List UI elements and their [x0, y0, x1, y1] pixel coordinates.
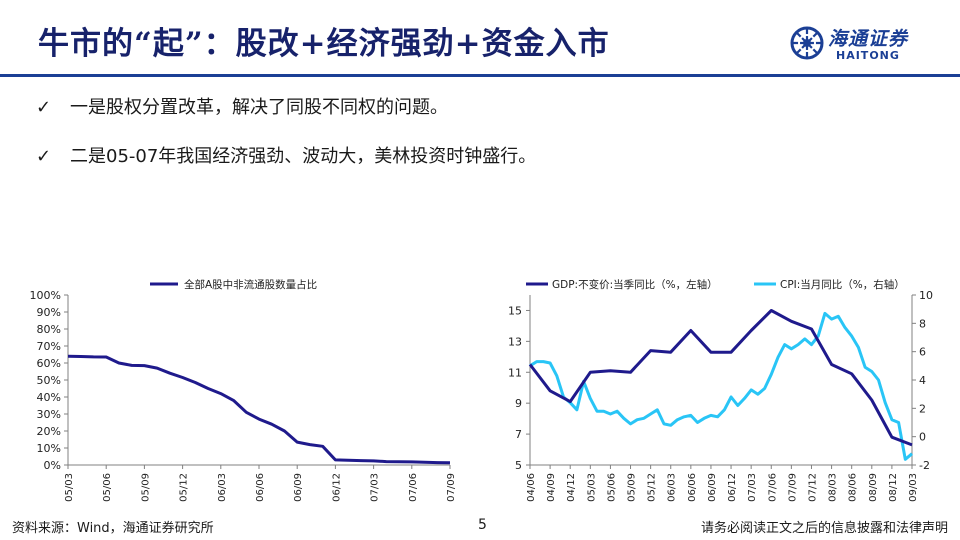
y-tick-label: 100%: [30, 289, 61, 302]
y-tick-label: 90%: [37, 306, 61, 319]
x-tick-label: 06/12: [331, 473, 342, 502]
y-tick-label: 20%: [37, 425, 61, 438]
x-tick-label: 06/09: [707, 473, 718, 502]
x-tick-label: 07/03: [370, 473, 381, 502]
x-tick-label: 04/09: [546, 473, 557, 502]
legend-label-cpi: CPI:当月同比（%，右轴）: [780, 278, 905, 291]
gdp-cpi-chart: 5 7 9 11 13 15 -2 0 2 4 6 8 10 04/06 04/09 04/12 05/03 05…: [508, 278, 933, 502]
right-y-tick-label: 10: [919, 289, 933, 302]
checkmark-icon: ✓: [36, 97, 52, 118]
page-number: 5: [478, 517, 487, 533]
right-y-tick-label: 6: [919, 346, 926, 359]
legend-label-gdp: GDP:不变价:当季同比（%，左轴）: [552, 278, 718, 291]
x-tick-label: 04/06: [526, 473, 537, 502]
x-tick-label: 06/06: [255, 473, 266, 502]
x-tick-label: 06/03: [217, 473, 228, 502]
x-tick-label: 05/03: [586, 473, 597, 502]
x-tick-label: 05/12: [647, 473, 658, 502]
bullet-text: 一是股权分置改革，解决了同股不同权的问题。: [70, 97, 448, 118]
y-tick-label: 60%: [37, 357, 61, 370]
right-y-tick-label: 0: [919, 431, 926, 444]
y-tick-label: 80%: [37, 323, 61, 336]
x-tick-label: 04/12: [566, 473, 577, 502]
x-tick-label: 08/12: [888, 473, 899, 502]
y-tick-label: 50%: [37, 374, 61, 387]
y-tick-label: 40%: [37, 391, 61, 404]
right-y-tick-label: 2: [919, 402, 926, 415]
x-tick-label: 07/06: [408, 473, 419, 502]
y-tick-label: 30%: [37, 408, 61, 421]
right-y-tick-label: 4: [919, 374, 926, 387]
x-tick-label: 06/06: [687, 473, 698, 502]
y-tick-label: 70%: [37, 340, 61, 353]
series-line-gdp: [528, 309, 913, 447]
page-title: 牛市的“起”：股改+经济强劲+资金入市: [38, 26, 610, 62]
checkmark-icon: ✓: [36, 146, 52, 167]
header-divider: [0, 74, 960, 77]
x-tick-label: 07/03: [747, 473, 758, 502]
nontradable-share-chart: 0% 10% 20% 30% 40% 50% 60% 70% 80% 90% 100% 05/03 05…: [30, 278, 457, 502]
brand-logo: 海通证券 HAITONG: [790, 22, 940, 68]
disclaimer-text: 请务必阅读正文之后的信息披露和法律声明: [700, 521, 948, 536]
series-line-cpi: [529, 311, 913, 461]
x-tick-label: 05/09: [140, 473, 151, 502]
x-tick-label: 07/09: [446, 473, 457, 502]
x-tick-label: 05/06: [606, 473, 617, 502]
bullet-text: 二是05-07年我国经济强劲、波动大，美林投资时钟盛行。: [70, 146, 537, 167]
left-y-tick-label: 11: [508, 366, 522, 379]
x-tick-label: 08/09: [868, 473, 879, 502]
x-tick-label: 06/09: [293, 473, 304, 502]
left-y-tick-label: 7: [515, 428, 522, 441]
source-note: 资料来源：Wind，海通证券研究所: [12, 521, 214, 536]
left-y-tick-label: 5: [515, 459, 522, 472]
x-tick-label: 05/12: [179, 473, 190, 502]
series-line-nontradable-share: [67, 354, 451, 465]
logo-english-text: HAITONG: [836, 49, 900, 62]
bullet-item: ✓ 二是05-07年我国经济强劲、波动大，美林投资时钟盛行。: [36, 142, 536, 168]
y-tick-label: 0%: [44, 459, 61, 472]
left-y-tick-label: 15: [508, 304, 522, 317]
x-tick-label: 06/03: [667, 473, 678, 502]
x-tick-label: 07/12: [807, 473, 818, 502]
x-tick-label: 05/09: [627, 473, 638, 502]
haitong-logo-icon: [790, 26, 824, 60]
legend-label: 全部A股中非流通股数量占比: [184, 278, 317, 291]
left-y-tick-label: 9: [515, 397, 522, 410]
x-tick-label: 08/03: [828, 473, 839, 502]
x-tick-label: 05/03: [64, 473, 75, 502]
x-tick-label: 07/09: [787, 473, 798, 502]
left-y-tick-label: 13: [508, 335, 522, 348]
bullet-item: ✓ 一是股权分置改革，解决了同股不同权的问题。: [36, 93, 448, 119]
x-tick-label: 08/06: [848, 473, 859, 502]
y-tick-label: 10%: [37, 442, 61, 455]
logo-chinese-text: 海通证券: [828, 28, 909, 50]
right-y-tick-label: 8: [919, 317, 926, 330]
x-tick-label: 05/06: [102, 473, 113, 502]
right-y-tick-label: -2: [919, 459, 930, 472]
x-tick-label: 09/03: [908, 473, 919, 502]
x-tick-label: 07/06: [767, 473, 778, 502]
x-tick-label: 06/12: [727, 473, 738, 502]
